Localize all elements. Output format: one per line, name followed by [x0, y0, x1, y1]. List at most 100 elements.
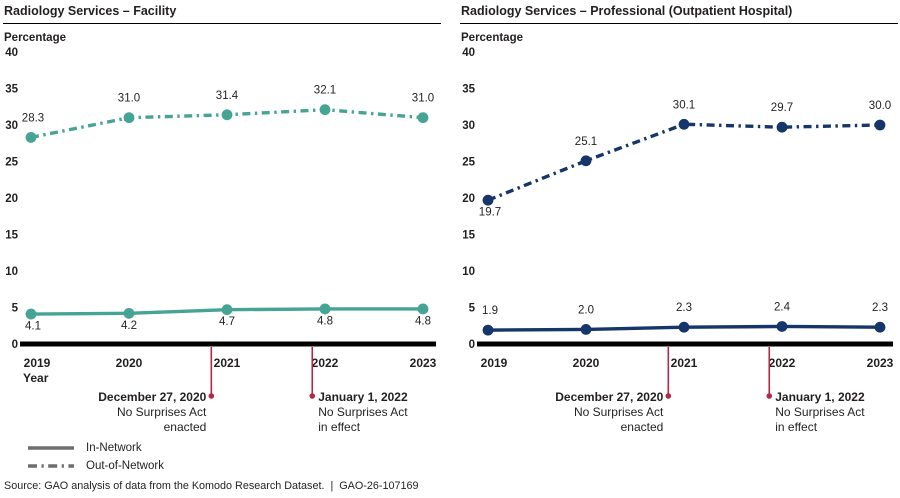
- data-label: 31.0: [412, 93, 434, 105]
- data-point: [776, 321, 788, 332]
- data-label: 4.8: [415, 315, 431, 327]
- x-tick-label: 2019: [481, 356, 508, 370]
- annotation-dot: [309, 393, 316, 399]
- y-axis-title-professional: Percentage: [461, 32, 524, 44]
- legend-item-in-network: In-Network: [27, 439, 898, 457]
- chart-title-facility: Radiology Services – Facility: [3, 4, 441, 24]
- y-tick-label: 30: [5, 120, 18, 132]
- annotation-text: No Surprises Act: [117, 405, 207, 419]
- solid-line-swatch: [28, 446, 74, 450]
- data-label: 2.3: [872, 302, 888, 314]
- y-tick-label: 35: [462, 84, 475, 96]
- y-tick-label: 0: [469, 339, 475, 351]
- data-point: [123, 307, 135, 319]
- data-label: 28.3: [22, 112, 44, 124]
- annotation-text: January 1, 2022: [318, 390, 408, 404]
- annotation-dot: [665, 393, 672, 399]
- data-point: [874, 321, 886, 333]
- data-point: [319, 303, 331, 315]
- x-tick-label: 2019: [24, 356, 51, 370]
- data-point: [482, 324, 494, 336]
- annotation-dot: [766, 393, 773, 399]
- data-point: [221, 109, 233, 121]
- data-point: [482, 194, 494, 206]
- x-tick-label: 2021: [214, 356, 241, 370]
- x-tick-label: 2022: [312, 356, 339, 370]
- data-point: [874, 119, 886, 131]
- x-axis-title: Year: [23, 371, 49, 385]
- data-label: 2.4: [774, 301, 791, 313]
- dashdot-line-swatch: [28, 464, 74, 468]
- data-point: [417, 303, 429, 315]
- chart-panel-professional: Radiology Services – Professional (Outpa…: [460, 4, 898, 435]
- data-point: [417, 112, 429, 124]
- y-axis-title-facility: Percentage: [4, 32, 67, 44]
- y-tick-label: 40: [5, 47, 18, 59]
- annotation-text: in effect: [775, 420, 817, 434]
- y-tick-label: 5: [469, 303, 476, 315]
- annotation-text: enacted: [164, 420, 207, 434]
- annotation-text: No Surprises Act: [775, 405, 865, 419]
- data-point: [580, 155, 592, 167]
- series-line-out-of-network: [487, 122, 881, 202]
- y-tick-label: 0: [12, 339, 18, 351]
- y-tick-label: 15: [462, 230, 475, 242]
- annotation-dot: [208, 393, 215, 399]
- annotation-text: January 1, 2022: [775, 390, 865, 404]
- x-tick-label: 2020: [116, 356, 143, 370]
- data-label: 1.9: [482, 305, 498, 317]
- y-tick-label: 25: [5, 157, 18, 169]
- legend-label-out-of-network: Out-of-Network: [86, 460, 164, 472]
- line-chart-professional: 0 5 10 15 20 25 30 35 40 2019 2020 2021 2022 2023 Dece…: [462, 47, 894, 434]
- y-tick-label: 20: [5, 193, 18, 205]
- y-tick-label: 10: [5, 266, 18, 278]
- data-point: [319, 104, 331, 116]
- data-label: 4.7: [219, 316, 235, 328]
- source-note: Source: GAO analysis of data from the Ko…: [4, 480, 419, 492]
- data-point: [25, 308, 37, 320]
- data-label: 4.2: [121, 320, 137, 332]
- data-label: 29.7: [771, 102, 793, 114]
- data-label: 30.0: [869, 100, 891, 112]
- charts-row: Radiology Services – Facility Percentage…: [3, 4, 898, 435]
- data-point: [221, 304, 233, 316]
- x-tick-label: 2020: [573, 356, 600, 370]
- annotation-text: December 27, 2020: [98, 390, 206, 404]
- annotation-text: enacted: [621, 420, 664, 434]
- y-tick-label: 40: [462, 47, 475, 59]
- x-tick-label: 2023: [867, 356, 894, 370]
- y-tick-label: 15: [5, 230, 18, 242]
- y-tick-label: 35: [5, 84, 18, 96]
- y-tick-label: 25: [462, 157, 475, 169]
- data-label: 4.1: [25, 321, 41, 333]
- data-label: 2.0: [578, 304, 594, 316]
- data-point: [580, 324, 592, 335]
- y-tick-label: 5: [12, 303, 19, 315]
- data-point: [25, 132, 37, 143]
- data-label: 25.1: [575, 136, 597, 148]
- data-point: [776, 121, 788, 133]
- y-tick-label: 20: [462, 193, 475, 205]
- x-tick-label: 2022: [769, 356, 796, 370]
- annotation-text: No Surprises Act: [574, 405, 664, 419]
- data-label: 30.1: [673, 99, 695, 111]
- data-point: [123, 112, 135, 124]
- legend-label-in-network: In-Network: [86, 442, 142, 454]
- data-label: 19.7: [479, 207, 501, 219]
- data-label: 4.8: [317, 315, 333, 327]
- chart-title-professional: Radiology Services – Professional (Outpa…: [460, 4, 898, 24]
- y-tick-label: 30: [462, 120, 475, 132]
- y-tick-label: 10: [462, 266, 475, 278]
- legend-item-out-of-network: Out-of-Network: [27, 457, 898, 475]
- data-point: [678, 118, 690, 130]
- line-chart-facility: 0 5 10 15 20 25 30 35 40 2019 2020 2021 2022 2023 Year…: [5, 47, 437, 434]
- x-tick-label: 2021: [671, 356, 698, 370]
- annotation-text: December 27, 2020: [555, 390, 663, 404]
- x-tick-label: 2023: [410, 356, 437, 370]
- data-label: 32.1: [314, 85, 336, 97]
- legend: In-Network Out-of-Network: [27, 439, 898, 475]
- data-point: [678, 321, 690, 333]
- data-label: 31.0: [118, 93, 140, 105]
- annotation-text: No Surprises Act: [318, 405, 408, 419]
- chart-panel-facility: Radiology Services – Facility Percentage…: [3, 4, 441, 435]
